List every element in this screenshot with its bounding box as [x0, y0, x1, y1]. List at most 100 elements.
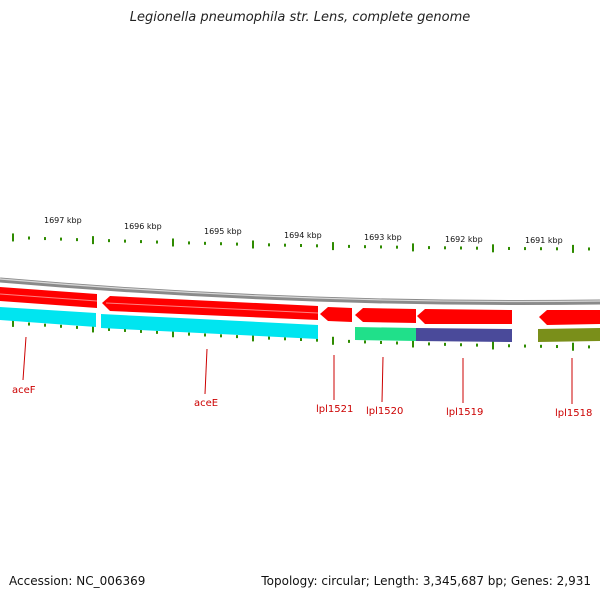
bottom-minor-tick — [140, 329, 142, 333]
bottom-minor-tick — [396, 341, 398, 345]
bottom-minor-tick — [268, 336, 270, 340]
top-minor-tick — [348, 244, 350, 248]
top-minor-tick — [300, 244, 302, 247]
bottom-major-tick — [12, 318, 14, 327]
feature-bar-navy-lpl1519[interactable] — [416, 328, 512, 342]
map-title: Legionella pneumophila str. Lens, comple… — [129, 10, 471, 25]
bottom-tick-row — [12, 318, 590, 351]
top-major-tick — [172, 238, 174, 247]
cds-arrow-lpl1518[interactable] — [539, 310, 600, 325]
top-minor-tick — [428, 246, 430, 250]
bottom-minor-tick — [364, 340, 366, 344]
bottom-minor-tick — [460, 343, 462, 347]
bottom-minor-tick — [76, 325, 78, 329]
top-minor-tick — [540, 247, 542, 251]
bottom-minor-tick — [588, 345, 590, 349]
bottom-major-tick — [332, 336, 334, 345]
bottom-minor-tick — [124, 328, 126, 332]
kbp-label-1693: 1693 kbp — [364, 233, 402, 242]
bottom-minor-tick — [508, 344, 510, 348]
top-tick-row — [12, 233, 590, 253]
top-minor-tick — [460, 246, 462, 250]
top-minor-tick — [188, 241, 190, 245]
top-major-tick — [252, 240, 254, 249]
bottom-minor-tick — [300, 338, 302, 341]
top-minor-tick — [556, 247, 558, 251]
leader-line-acee — [204, 348, 208, 395]
top-minor-tick — [204, 241, 206, 245]
top-minor-tick — [316, 244, 318, 248]
cds-arrow-lpl1521[interactable] — [320, 307, 352, 322]
bottom-major-tick — [492, 341, 494, 350]
feature-bar-cyan-acee[interactable] — [101, 314, 318, 339]
top-minor-tick — [44, 237, 46, 241]
top-minor-tick — [268, 243, 270, 247]
genome-backbone — [0, 277, 600, 306]
bottom-minor-tick — [204, 333, 206, 337]
accession-text: Accession: NC_006369 — [9, 574, 146, 588]
gene-label-lpl1520[interactable]: lpl1520 — [366, 406, 403, 417]
top-minor-tick — [444, 246, 446, 250]
top-minor-tick — [476, 246, 478, 250]
top-minor-tick — [124, 239, 126, 243]
top-minor-tick — [588, 247, 590, 251]
top-minor-tick — [108, 239, 110, 243]
leader-line-lpl1520 — [381, 356, 384, 403]
cds-arrow-lpl1519[interactable] — [417, 309, 512, 324]
bottom-minor-tick — [236, 335, 238, 339]
cds-arrow-acee[interactable] — [102, 296, 319, 320]
feature-bar-olive-lpl1518[interactable] — [538, 328, 600, 342]
feature-bar-cyan-acef[interactable] — [0, 307, 96, 327]
top-major-tick — [12, 233, 14, 242]
bottom-minor-tick — [28, 322, 30, 326]
top-minor-tick — [156, 240, 158, 244]
top-major-tick — [92, 236, 94, 245]
kbp-label-1696: 1696 kbp — [124, 222, 162, 231]
bottom-minor-tick — [108, 327, 110, 331]
top-minor-tick — [28, 236, 30, 240]
top-major-tick — [572, 244, 574, 253]
top-minor-tick — [140, 240, 142, 244]
kbp-label-1694: 1694 kbp — [284, 231, 322, 240]
top-minor-tick — [236, 242, 238, 246]
kbp-label-1692: 1692 kbp — [445, 235, 483, 244]
kbp-label-1691: 1691 kbp — [525, 236, 563, 245]
cds-arrow-acef[interactable] — [0, 287, 98, 308]
bottom-minor-tick — [348, 339, 350, 343]
genome-summary-text: Topology: circular; Length: 3,345,687 bp… — [261, 574, 591, 588]
bottom-minor-tick — [220, 334, 222, 338]
top-minor-tick — [396, 245, 398, 249]
bottom-major-tick — [172, 329, 174, 338]
top-minor-tick — [524, 247, 526, 251]
bottom-major-tick — [252, 333, 254, 342]
bottom-minor-tick — [428, 342, 430, 346]
bottom-minor-tick — [156, 330, 158, 334]
genome-backbone-highlight — [0, 278, 600, 303]
bottom-minor-tick — [60, 324, 62, 328]
gene-label-lpl1519[interactable]: lpl1519 — [446, 407, 483, 418]
gene-label-lpl1521[interactable]: lpl1521 — [316, 404, 353, 415]
cds-arrow-lpl1520[interactable] — [355, 308, 416, 323]
gene-label-acee[interactable]: aceE — [194, 398, 218, 409]
top-minor-tick — [364, 245, 366, 249]
bottom-minor-tick — [316, 338, 318, 342]
gene-label-lpl1518[interactable]: lpl1518 — [555, 408, 592, 419]
bottom-minor-tick — [444, 342, 446, 346]
bottom-minor-tick — [476, 343, 478, 347]
bottom-major-tick — [572, 342, 574, 351]
gene-label-acef[interactable]: aceF — [12, 385, 36, 396]
bottom-minor-tick — [188, 332, 190, 336]
kbp-label-1695: 1695 kbp — [204, 227, 242, 236]
bottom-major-tick — [412, 339, 414, 348]
bottom-minor-tick — [540, 344, 542, 348]
top-minor-tick — [220, 242, 222, 246]
top-major-tick — [332, 242, 334, 251]
top-minor-tick — [60, 237, 62, 241]
top-minor-tick — [76, 238, 78, 242]
bottom-major-tick — [92, 324, 94, 333]
bottom-minor-tick — [556, 345, 558, 349]
feature-bar-teal-lpl1520[interactable] — [355, 327, 416, 341]
top-minor-tick — [380, 245, 382, 249]
top-major-tick — [492, 244, 494, 253]
